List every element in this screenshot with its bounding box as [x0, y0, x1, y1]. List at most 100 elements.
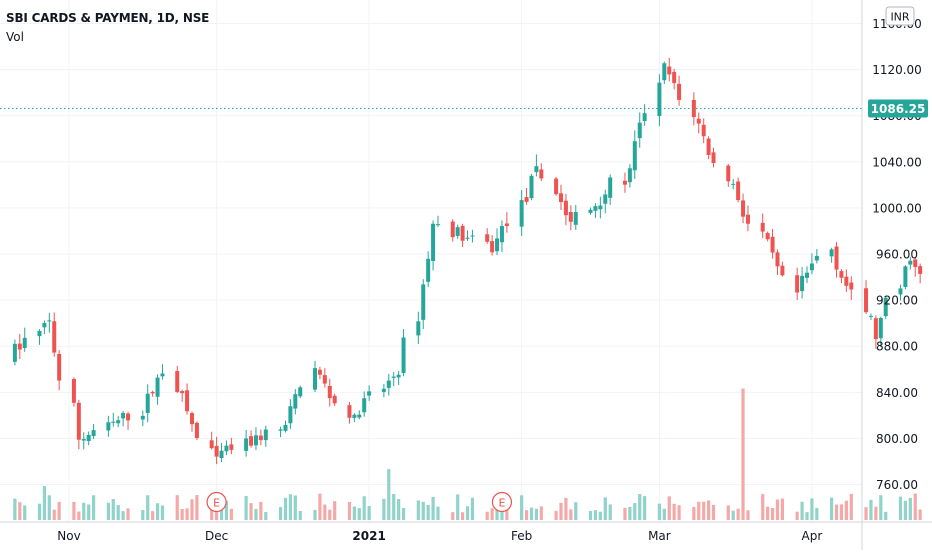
- candle-body: [736, 181, 741, 201]
- volume-bar: [918, 509, 922, 520]
- volume-bar: [638, 494, 642, 520]
- candle-body: [111, 421, 116, 423]
- volume-bar: [160, 505, 165, 520]
- currency-badge: [885, 6, 915, 26]
- candle-body: [864, 288, 869, 313]
- volume-bar: [219, 508, 224, 520]
- volume-bar: [711, 504, 716, 520]
- candle-body: [627, 168, 632, 183]
- candle-body: [844, 276, 849, 286]
- volume-bar: [244, 495, 248, 520]
- volume-bar: [707, 500, 711, 520]
- candle-body: [878, 317, 883, 339]
- volume-bar: [559, 502, 563, 520]
- volume-bar: [278, 507, 283, 520]
- candle-body: [741, 200, 746, 217]
- volume-bar: [598, 511, 602, 520]
- volume-bar: [357, 508, 361, 520]
- candle-body: [322, 375, 327, 384]
- candle-body: [126, 413, 131, 421]
- volume-bar: [524, 510, 529, 520]
- volume-bar: [155, 503, 160, 520]
- volume-bar: [283, 497, 288, 520]
- volume-bar: [313, 510, 317, 520]
- volume-bar: [879, 495, 883, 520]
- candle-body: [559, 193, 563, 203]
- candle-body: [726, 165, 731, 182]
- volume-bar: [667, 496, 671, 520]
- candle-body: [534, 166, 539, 173]
- candle-body: [667, 66, 672, 75]
- candle-body: [913, 259, 918, 267]
- candle-body: [603, 194, 608, 204]
- currency-badge-label: INR: [890, 11, 909, 24]
- volume-bar: [392, 493, 396, 520]
- earnings-marker-circle: [206, 491, 227, 513]
- volume-bar: [864, 507, 868, 520]
- candle-body: [347, 405, 352, 418]
- candle-body: [691, 99, 696, 118]
- volume-bar: [57, 501, 61, 520]
- candle-body: [701, 124, 706, 137]
- volume-bar: [741, 388, 745, 520]
- candle-body: [386, 380, 391, 388]
- candle-body: [37, 330, 42, 337]
- volume-bar: [224, 500, 229, 520]
- candle-body: [470, 235, 475, 237]
- volume-bar: [529, 507, 534, 520]
- volume-bar: [815, 507, 819, 520]
- volume-bar: [534, 508, 538, 520]
- volume-bar: [775, 499, 780, 520]
- volume-bar: [702, 501, 706, 520]
- candle-body: [362, 398, 367, 413]
- volume-bar: [731, 510, 735, 520]
- candle-body: [455, 227, 460, 236]
- volume-bar: [569, 509, 573, 520]
- volume-bar: [805, 512, 809, 520]
- candle-body: [760, 222, 765, 232]
- candle-body: [770, 236, 775, 253]
- candle-body: [121, 412, 126, 419]
- candle-body: [86, 434, 91, 442]
- volume-bar: [318, 493, 322, 520]
- volume-bar: [465, 506, 470, 520]
- volume-bar: [903, 500, 907, 520]
- volume-bar: [259, 501, 263, 520]
- candle-body: [352, 414, 357, 418]
- volume-bar: [810, 498, 814, 520]
- candle-body: [57, 353, 62, 381]
- candle-body: [155, 377, 160, 397]
- volume-bar: [126, 508, 130, 520]
- volume-bar: [795, 511, 799, 520]
- volume-bar: [736, 508, 740, 520]
- candle-body: [539, 169, 544, 179]
- candle-body: [839, 271, 844, 278]
- candle-body: [106, 422, 111, 431]
- candle-body: [795, 275, 800, 293]
- candle-body: [883, 297, 888, 317]
- volume-bar: [382, 498, 386, 520]
- volume-bar: [416, 500, 420, 520]
- volume-bar: [352, 506, 356, 520]
- price-tick-label: 880.00: [876, 340, 918, 354]
- volume-bar: [588, 511, 593, 520]
- candle-body: [175, 371, 180, 392]
- volume-bar: [761, 494, 765, 520]
- volume-bar: [298, 510, 302, 520]
- candle-body: [765, 233, 770, 240]
- candle-body: [298, 387, 303, 397]
- candle-body: [194, 422, 199, 439]
- candle-body: [367, 391, 372, 396]
- candle-body: [249, 436, 254, 446]
- volume-bar: [426, 505, 430, 520]
- candle-body: [780, 265, 785, 276]
- volume-bar: [913, 493, 917, 520]
- candle-body: [524, 197, 529, 202]
- volume-bar: [323, 504, 327, 520]
- volume-bar: [92, 495, 96, 520]
- candle-body: [918, 266, 923, 274]
- candle-body: [431, 223, 436, 261]
- earnings-marker-circle: [491, 491, 513, 513]
